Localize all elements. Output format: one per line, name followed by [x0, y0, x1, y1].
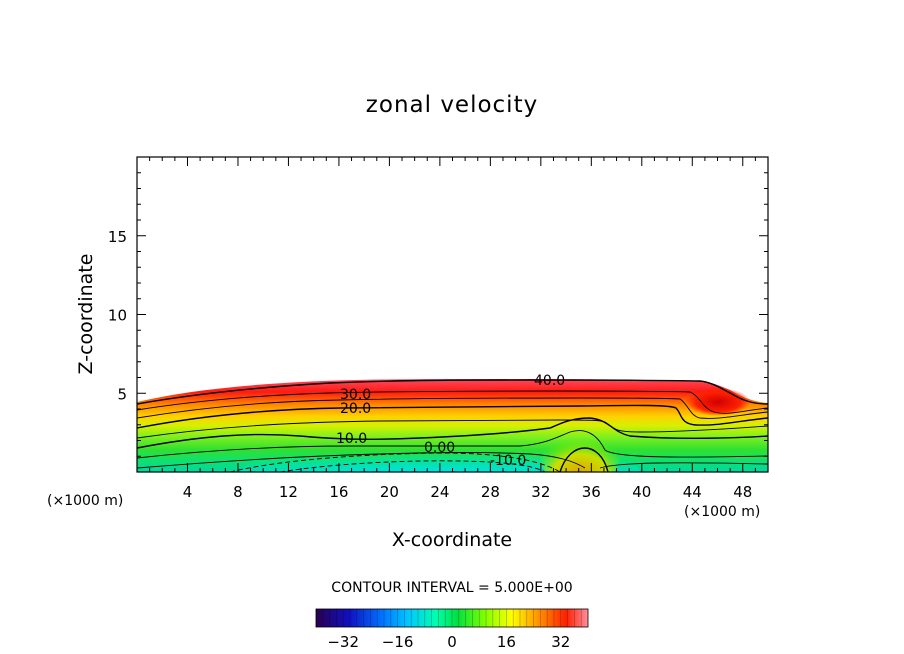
- x-tick-labels: 4 8 12 16 20 24 28 32 36 40 44 48: [183, 483, 753, 501]
- x-axis-label: X-coordinate: [392, 529, 512, 551]
- colorbar-tick-label: −32: [327, 633, 359, 651]
- contour-label-10: 10.0: [336, 431, 367, 447]
- y-tick-label: 10: [108, 307, 127, 325]
- negative-contour-lines: [229, 452, 561, 472]
- y-axis-label: Z-coordinate: [75, 254, 97, 375]
- x-tick-label: 12: [279, 483, 298, 501]
- negative-velocity-region: [240, 446, 640, 472]
- colorbar-tick-label: 32: [551, 633, 570, 651]
- y-tick-label: 15: [108, 228, 127, 246]
- x-tick-label: 40: [632, 483, 651, 501]
- colorbar-stripes: [322, 609, 582, 627]
- contour-field: 40.0 30.0 20.0 10.0 0.00 -10.0: [137, 373, 768, 472]
- x-tick-label: 8: [233, 483, 243, 501]
- colorbar-tick-label: 16: [497, 633, 516, 651]
- x-tick-label: 4: [183, 483, 193, 501]
- contour-label-40: 40.0: [534, 373, 565, 389]
- x-tick-label: 28: [481, 483, 500, 501]
- contour-label-20: 20.0: [340, 401, 371, 417]
- colorbar-tick-label: −16: [382, 633, 414, 651]
- y-tick-label: 5: [117, 385, 127, 403]
- y-tick-labels: 5 10 15: [108, 228, 127, 404]
- colorbar-tick-label: 0: [447, 633, 457, 651]
- contour-label-0: 0.00: [424, 440, 455, 456]
- x-unit-left: (×1000 m): [47, 493, 123, 509]
- x-tick-label: 36: [582, 483, 601, 501]
- contour-label-30: 30.0: [340, 387, 371, 403]
- x-tick-label: 44: [683, 483, 702, 501]
- x-tick-label: 16: [329, 483, 348, 501]
- x-unit-right: (×1000 m): [684, 504, 760, 520]
- x-tick-label: 48: [733, 483, 752, 501]
- chart-title: zonal velocity: [366, 92, 538, 118]
- colorbar-tick-labels: −32 −16 0 16 32: [327, 633, 570, 651]
- colorbar: [315, 608, 589, 628]
- contour-label-minus-10: -10.0: [490, 453, 526, 469]
- contour-interval-text: CONTOUR INTERVAL = 5.000E+00: [331, 580, 572, 596]
- hill-disturbance-region: [540, 426, 620, 472]
- x-tick-label: 32: [531, 483, 550, 501]
- axis-ticks: [137, 157, 768, 472]
- x-tick-label: 20: [380, 483, 399, 501]
- x-tick-label: 24: [430, 483, 449, 501]
